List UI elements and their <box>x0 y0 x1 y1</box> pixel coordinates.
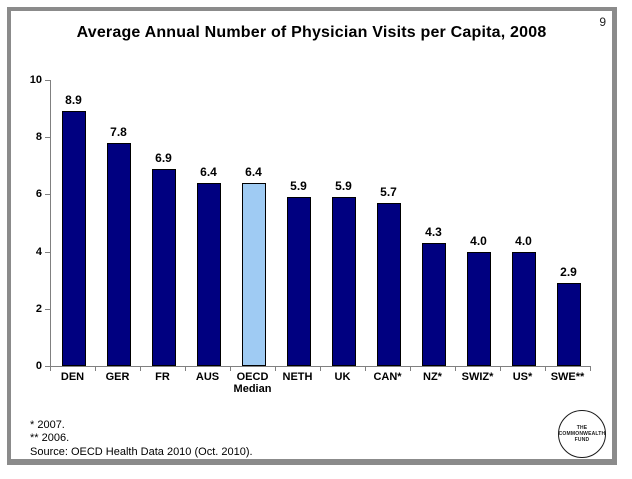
bar-column-swe: 2.9 <box>546 80 591 366</box>
x-axis-category-labels: DEN GER FR AUS OECD Median NETH UK CAN* NZ* SWIZ* U… <box>50 371 590 395</box>
bar-column-neth: 5.9 <box>276 80 321 366</box>
logo-line-2: COMMONWEALTH <box>558 431 606 437</box>
value-label-den: 8.9 <box>65 93 82 108</box>
bar-column-swiz: 4.0 <box>456 80 501 366</box>
bar-swe <box>556 283 581 366</box>
source-note: Source: OECD Health Data 2010 (Oct. 2010… <box>30 446 253 458</box>
bar-fr <box>151 168 176 366</box>
value-label-can: 5.7 <box>380 184 397 199</box>
y-axis-label-0: 0 <box>35 360 42 372</box>
value-label-neth: 5.9 <box>290 179 307 194</box>
x-tick-10 <box>500 367 501 371</box>
category-label-can: CAN* <box>373 371 402 383</box>
bar-uk <box>331 197 356 366</box>
bar-column-ger: 7.8 <box>96 80 141 366</box>
category-label-us: US* <box>512 371 533 383</box>
bar-oecd-median <box>241 182 266 366</box>
bar-column-fr: 6.9 <box>141 80 186 366</box>
y-tick-10 <box>45 80 50 81</box>
x-tick-11 <box>545 367 546 371</box>
category-label-oecd-median: OECD Median <box>233 371 272 395</box>
bar-aus <box>196 182 221 366</box>
value-label-oecd-median: 6.4 <box>245 164 262 179</box>
y-axis-label-2: 2 <box>35 302 42 315</box>
footnote-2007: * 2007. <box>30 419 65 431</box>
x-tick-7 <box>365 367 366 371</box>
category-label-aus: AUS <box>195 371 220 383</box>
bar-us <box>511 251 536 366</box>
commonwealth-fund-logo: THE COMMONWEALTH FUND <box>558 410 606 458</box>
category-label-nz: NZ* <box>423 371 442 383</box>
x-tick-12 <box>590 367 591 371</box>
category-label-uk: UK <box>334 371 351 383</box>
x-tick-4 <box>230 367 231 371</box>
bar-column-oecd-median: 6.4 <box>231 80 276 366</box>
bar-ger <box>106 142 131 366</box>
y-tick-0 <box>45 366 50 367</box>
x-tick-6 <box>320 367 321 371</box>
bar-den <box>61 111 86 366</box>
x-tick-0 <box>50 367 51 371</box>
logo-line-1: THE <box>576 425 588 431</box>
x-tick-3 <box>185 367 186 371</box>
value-label-fr: 6.9 <box>155 150 172 165</box>
value-label-uk: 5.9 <box>335 179 352 194</box>
bar-column-can: 5.7 <box>366 80 411 366</box>
y-axis-label-8: 8 <box>35 131 42 144</box>
category-label-ger: GER <box>105 371 130 383</box>
bar-columns: 8.9 7.8 6.9 6.4 6.4 5.9 5.9 5.7 4.3 4.0 4.0 2.9 <box>51 80 591 366</box>
y-tick-4 <box>45 251 50 253</box>
bar-column-aus: 6.4 <box>186 80 231 366</box>
value-label-ger: 7.8 <box>110 124 127 139</box>
x-tick-5 <box>275 367 276 371</box>
bar-column-us: 4.0 <box>501 80 546 366</box>
bar-column-den: 8.9 <box>51 80 96 366</box>
value-label-us: 4.0 <box>515 233 532 248</box>
x-tick-8 <box>410 367 411 371</box>
category-label-neth: NETH <box>282 371 313 383</box>
bar-column-uk: 5.9 <box>321 80 366 366</box>
y-tick-2 <box>45 308 50 310</box>
slide: 9 Average Annual Number of Physician Vis… <box>7 7 617 465</box>
chart-title: Average Annual Number of Physician Visit… <box>76 24 547 41</box>
slide-content: 9 Average Annual Number of Physician Vis… <box>11 11 612 459</box>
x-tick-2 <box>140 367 141 371</box>
value-label-aus: 6.4 <box>200 164 217 179</box>
bar-neth <box>286 197 311 366</box>
footnote-2006: ** 2006. <box>30 432 70 444</box>
page-number: 9 <box>599 15 606 29</box>
value-label-swiz: 4.0 <box>470 233 487 248</box>
category-label-swiz: SWIZ* <box>461 371 494 383</box>
x-tick-9 <box>455 367 456 371</box>
y-tick-6 <box>45 194 50 196</box>
bar-chart-plot-area: 8.9 7.8 6.9 6.4 6.4 5.9 5.9 5.7 4.3 4.0 4.0 2.9 <box>50 80 591 367</box>
value-label-nz: 4.3 <box>425 225 442 240</box>
bar-can <box>376 202 401 366</box>
y-axis-label-10: 10 <box>29 74 42 86</box>
value-label-swe: 2.9 <box>560 265 577 280</box>
y-axis-label-4: 4 <box>35 245 42 258</box>
bar-column-nz: 4.3 <box>411 80 456 366</box>
bar-nz <box>421 243 446 366</box>
y-tick-8 <box>45 137 50 139</box>
y-axis-label-6: 6 <box>35 188 42 201</box>
category-label-swe: SWE** <box>550 371 585 383</box>
logo-line-3: FUND <box>574 437 590 443</box>
category-label-den: DEN <box>60 371 85 383</box>
category-label-fr: FR <box>155 371 170 383</box>
x-tick-1 <box>95 367 96 371</box>
bar-swiz <box>466 251 491 366</box>
